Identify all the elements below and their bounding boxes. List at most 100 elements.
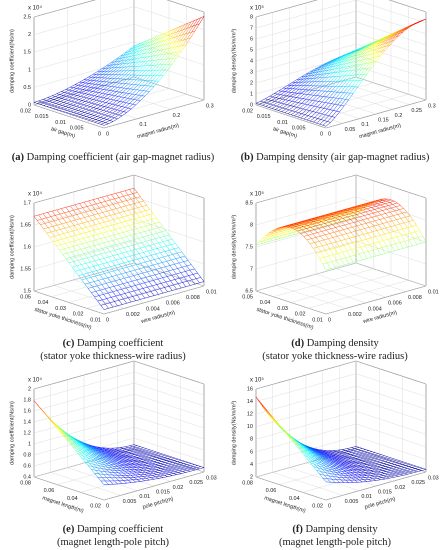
surface-mesh: [168, 269, 174, 272]
surface-mesh: [348, 93, 354, 100]
surface-mesh: [118, 78, 124, 84]
surface-mesh: [307, 104, 312, 106]
surface-mesh: [295, 85, 301, 90]
surface-mesh: [324, 62, 328, 65]
surface-mesh: [139, 468, 143, 471]
surface-mesh: [182, 282, 186, 287]
y-tick-label: 0.004: [368, 306, 382, 312]
surface-mesh: [278, 107, 283, 111]
surface-mesh: [130, 218, 135, 221]
grid-line: [33, 174, 135, 204]
surface-mesh: [328, 102, 332, 104]
surface-mesh: [67, 90, 73, 94]
surface-mesh: [112, 255, 117, 261]
surface-mesh: [344, 99, 349, 107]
surface-mesh: [126, 199, 132, 201]
y-tick-label: 0.004: [146, 306, 160, 312]
surface-mesh: [103, 115, 109, 119]
surface-mesh: [100, 238, 104, 244]
surface-mesh: [144, 56, 150, 62]
surface-mesh: [349, 222, 354, 224]
surface-mesh: [111, 94, 115, 96]
surface-mesh: [260, 100, 264, 103]
surface-mesh: [64, 99, 69, 101]
surface-mesh: [88, 200, 92, 206]
surface-mesh: [322, 262, 328, 265]
surface-mesh: [117, 239, 121, 244]
surface-mesh: [123, 282, 128, 284]
surface-mesh: [88, 119, 92, 122]
surface-mesh: [313, 248, 317, 254]
surface-mesh: [55, 101, 61, 104]
surface-mesh: [374, 56, 378, 58]
surface-mesh: [101, 231, 107, 234]
grid-line: [103, 285, 205, 315]
surface-mesh: [138, 200, 144, 203]
surface-mesh: [354, 52, 360, 56]
surface-mesh: [99, 206, 105, 209]
surface-mesh: [97, 300, 101, 306]
z-tick-label: 4: [250, 58, 253, 64]
surface-mesh: [166, 244, 171, 247]
surface-mesh: [78, 443, 84, 447]
surface-mesh: [292, 224, 297, 227]
surface-mesh: [283, 229, 289, 231]
surface-mesh: [118, 55, 124, 59]
surface-mesh: [292, 107, 298, 112]
surface-mesh: [157, 262, 163, 264]
surface-mesh: [328, 221, 333, 226]
surface-mesh: [107, 82, 113, 87]
surface-mesh: [377, 210, 383, 213]
surface-mesh: [345, 59, 351, 64]
surface-mesh: [145, 275, 151, 278]
surface-mesh: [113, 202, 118, 205]
surface-mesh: [77, 229, 81, 235]
surface-mesh: [107, 103, 113, 108]
surface-mesh: [64, 212, 68, 218]
surface-mesh: [365, 54, 370, 56]
surface-mesh: [327, 76, 333, 82]
surface-mesh: [136, 472, 141, 475]
surface-mesh: [164, 455, 170, 458]
surface-mesh: [340, 61, 344, 63]
surface-mesh: [319, 91, 325, 97]
surface-mesh: [100, 457, 106, 459]
surface-mesh: [372, 48, 378, 54]
surface-mesh: [305, 73, 310, 75]
surface-mesh: [130, 285, 136, 287]
surface-mesh: [112, 238, 118, 241]
surface-mesh: [124, 445, 130, 447]
surface-mesh: [151, 270, 156, 275]
surface-mesh: [97, 93, 103, 97]
grid-line: [33, 196, 135, 226]
surface-mesh: [327, 62, 333, 66]
surface-mesh: [312, 72, 316, 74]
surface-mesh: [381, 45, 387, 52]
surface-mesh: [96, 447, 100, 450]
surface-mesh: [132, 103, 136, 106]
surface-mesh: [134, 218, 139, 224]
surface-mesh: [163, 48, 167, 50]
surface-mesh: [320, 68, 324, 70]
surface-mesh: [114, 263, 120, 266]
surface-mesh: [186, 264, 192, 267]
surface-mesh: [310, 72, 316, 76]
surface-mesh: [122, 303, 127, 305]
surface-mesh: [341, 221, 345, 226]
surface-mesh: [306, 81, 312, 86]
surface-mesh: [96, 269, 102, 271]
surface-mesh: [323, 65, 328, 69]
surface-mesh: [107, 260, 112, 263]
surface-mesh: [99, 448, 103, 451]
surface-mesh: [392, 236, 397, 239]
surface-mesh: [326, 108, 331, 110]
surface-mesh: [419, 20, 423, 23]
surface-mesh: [120, 190, 125, 193]
surface-mesh: [101, 468, 106, 472]
surface-mesh: [116, 463, 121, 465]
surface-mesh: [367, 43, 371, 46]
surface-mesh: [326, 228, 332, 231]
surface-mesh: [46, 231, 52, 234]
surface-mesh: [378, 46, 384, 53]
surface-mesh: [109, 251, 114, 256]
